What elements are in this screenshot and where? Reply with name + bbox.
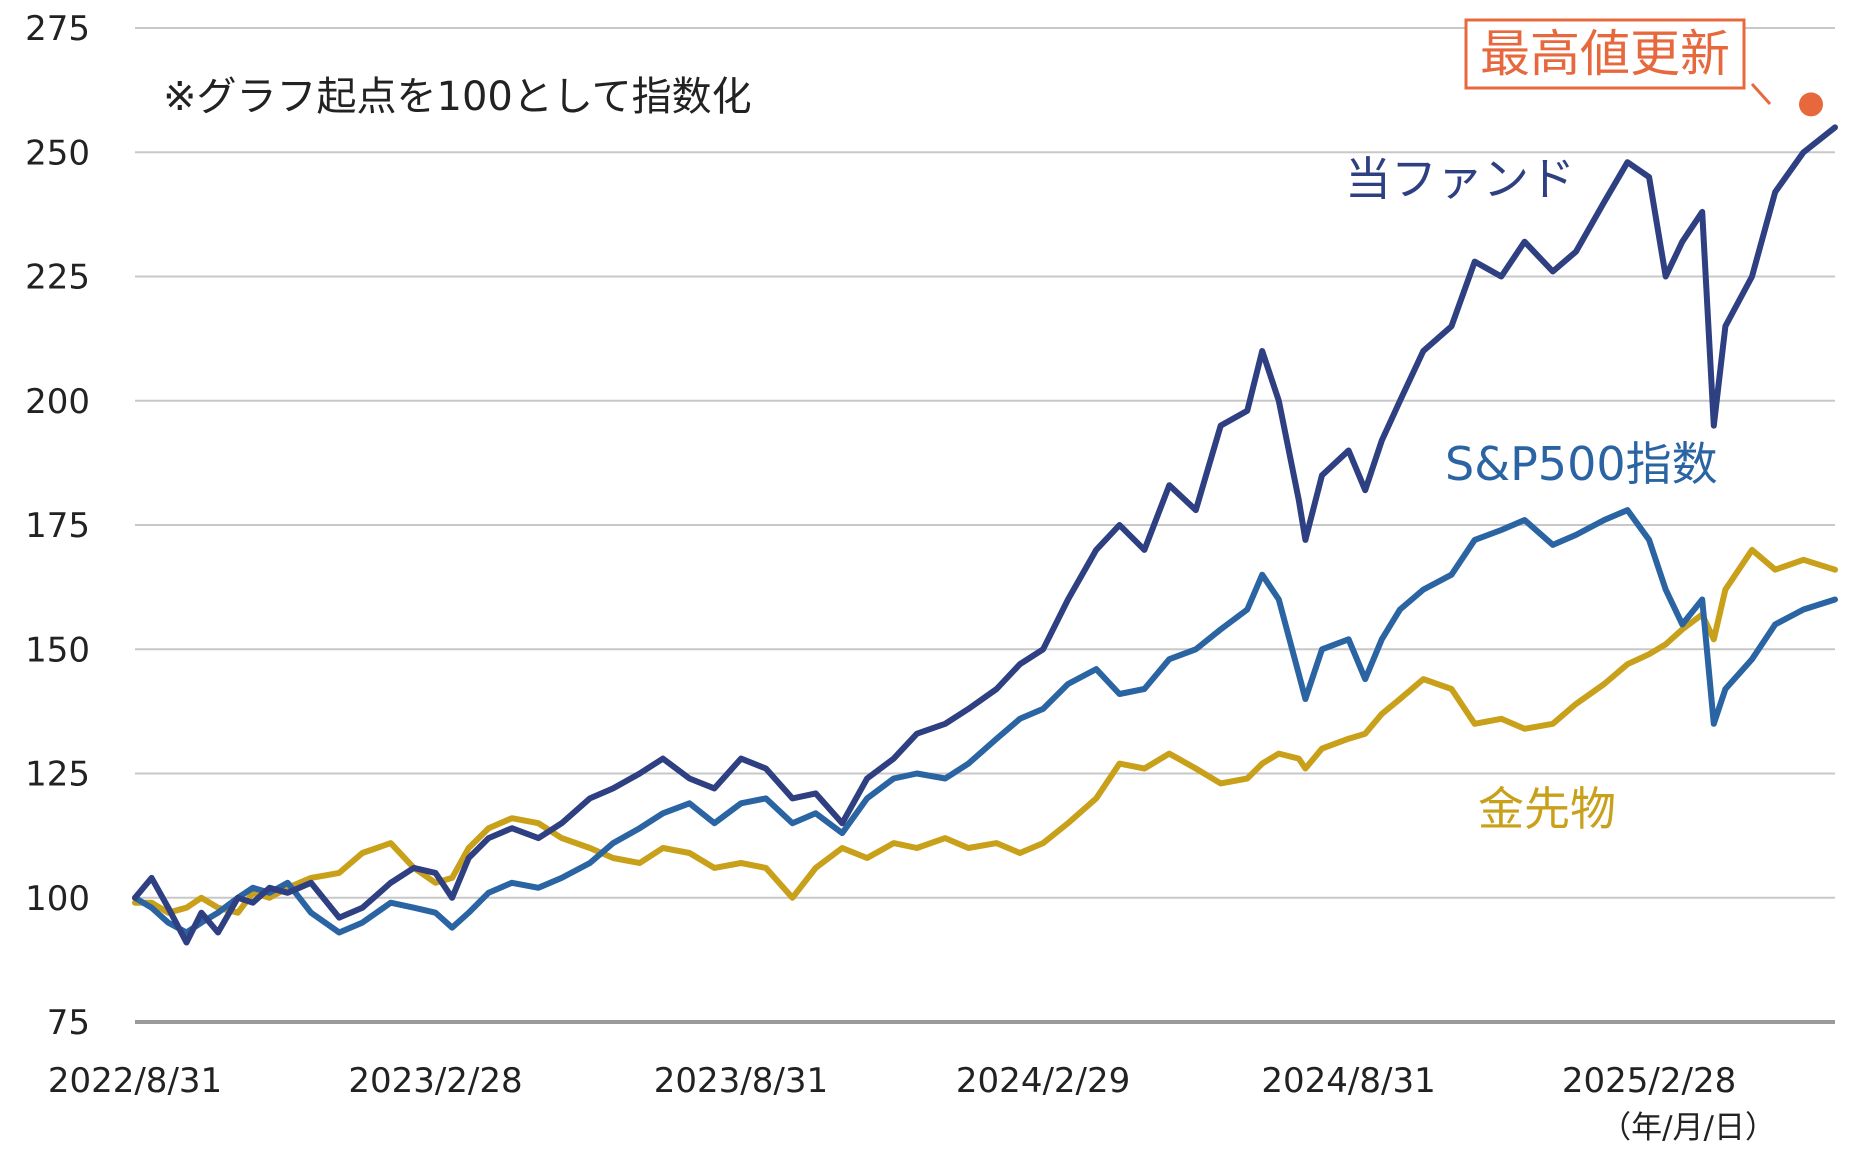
- callout-leader: [1750, 82, 1772, 106]
- series-line-2: [132, 546, 1838, 916]
- callout-box: [1464, 18, 1746, 90]
- x-axis-ticks: 2022/8/31 2023/2/28 2023/8/31 2024/2/29 2024…: [48, 1061, 1736, 1101]
- chart-note: ※グラフ起点を100として指数化: [163, 74, 752, 120]
- y-tick-label: 150: [25, 630, 90, 670]
- y-axis-ticks: 75 100 125 150 175 200 225 250 275: [25, 9, 90, 1043]
- y-tick-label: 125: [25, 755, 90, 795]
- x-tick-label: 2024/2/29: [956, 1061, 1130, 1101]
- series-label-2: 金先物: [1478, 782, 1616, 836]
- y-tick-label: 250: [25, 133, 90, 173]
- y-tick-label: 200: [25, 382, 90, 422]
- y-tick-label: 225: [25, 258, 90, 298]
- x-tick-label: 2023/2/28: [348, 1061, 522, 1101]
- y-tick-label: 275: [25, 9, 90, 49]
- gridlines: [135, 27, 1835, 1024]
- record-high-callout: 最高値更新: [1464, 18, 1823, 117]
- x-tick-label: 2025/2/28: [1562, 1061, 1736, 1101]
- series-label-1: S&P500指数: [1445, 437, 1718, 491]
- x-tick-label: 2023/8/31: [654, 1061, 828, 1101]
- callout-text: 最高値更新: [1480, 25, 1730, 83]
- series-label-0: 当ファンド: [1345, 152, 1575, 206]
- series-line-1: [132, 507, 1838, 936]
- x-tick-label: 2024/8/31: [1261, 1061, 1435, 1101]
- series-lines: [132, 124, 1838, 946]
- x-axis-unit-label: （年/月/日）: [1600, 1110, 1776, 1146]
- series-line-0: [132, 124, 1838, 946]
- y-tick-label: 175: [25, 506, 90, 546]
- x-tick-label: 2022/8/31: [48, 1061, 222, 1101]
- callout-marker: [1799, 92, 1823, 117]
- y-tick-label: 100: [25, 879, 90, 919]
- y-tick-label: 75: [47, 1003, 90, 1043]
